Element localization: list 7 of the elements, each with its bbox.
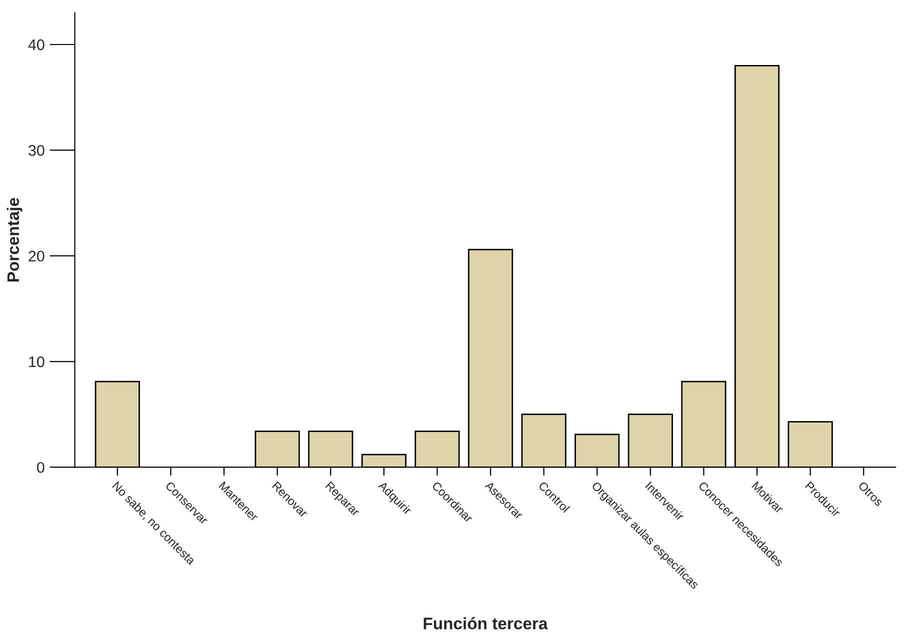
- y-tick-label: 10: [29, 356, 44, 368]
- y-tick-label: 20: [28, 250, 44, 262]
- x-axis-title: Función tercera: [424, 617, 548, 630]
- y-axis-title: Porcentaje: [6, 198, 22, 282]
- y-tick-label: 0: [37, 462, 44, 473]
- y-tick-label: 30: [28, 145, 44, 156]
- y-tick-label: 40: [28, 39, 44, 50]
